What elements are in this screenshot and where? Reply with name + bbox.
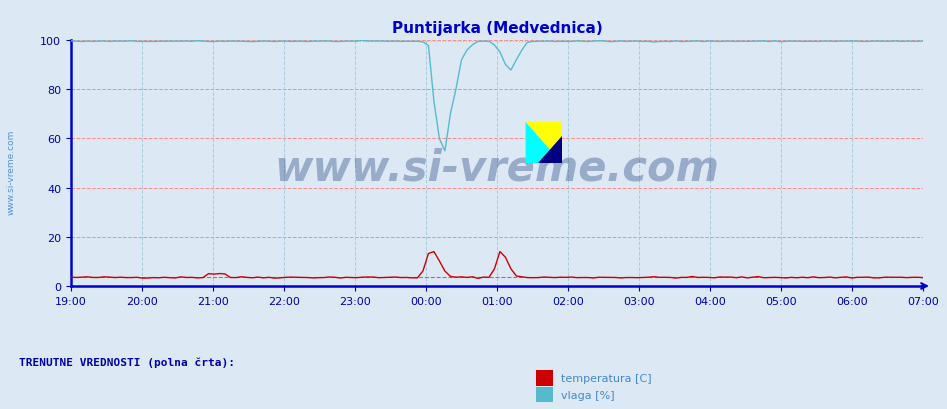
Text: www.si-vreme.com: www.si-vreme.com — [7, 129, 16, 214]
Text: www.si-vreme.com: www.si-vreme.com — [275, 148, 720, 189]
Text: TRENUTNE VREDNOSTI (polna črta):: TRENUTNE VREDNOSTI (polna črta): — [19, 357, 235, 367]
Text: vlaga [%]: vlaga [%] — [561, 390, 615, 400]
Text: temperatura [C]: temperatura [C] — [561, 373, 652, 383]
Title: Puntijarka (Medvednica): Puntijarka (Medvednica) — [392, 20, 602, 36]
